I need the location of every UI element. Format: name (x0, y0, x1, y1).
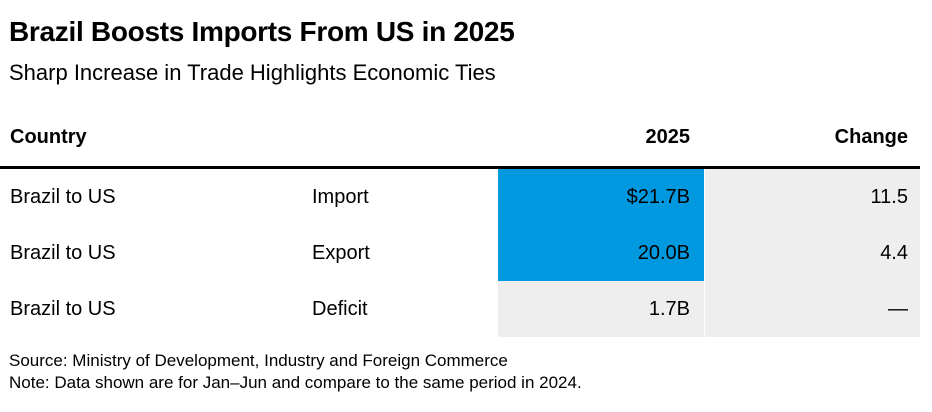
table-row-deficit: Brazil to US Deficit 1.7B — (0, 281, 932, 337)
row-country: Brazil to US (10, 242, 116, 264)
row-type: Export (312, 242, 370, 264)
column-header-country: Country (10, 126, 87, 148)
row-type: Import (312, 186, 369, 208)
header-rule (0, 166, 920, 169)
chart-title: Brazil Boosts Imports From US in 2025 (9, 16, 515, 47)
row-type: Deficit (312, 298, 368, 320)
table-row-export: Brazil to US Export 20.0B 4.4 (0, 225, 932, 281)
row-change: 4.4 (705, 225, 920, 281)
column-header-2025: 2025 (645, 126, 691, 148)
column-header-change: Change (834, 126, 908, 148)
row-value-bar: 1.7B (498, 281, 704, 337)
row-country: Brazil to US (10, 298, 116, 320)
row-value-bar: 20.0B (498, 225, 704, 281)
row-value-bar: $21.7B (498, 169, 704, 225)
table-row-import: Brazil to US Import $21.7B 11.5 (0, 169, 932, 225)
chart-subtitle: Sharp Increase in Trade Highlights Econo… (9, 60, 496, 85)
footnote: Note: Data shown are for Jan–Jun and com… (9, 373, 582, 392)
row-country: Brazil to US (10, 186, 116, 208)
source-note: Source: Ministry of Development, Industr… (9, 351, 508, 370)
row-change: 11.5 (705, 169, 920, 225)
row-change: — (705, 281, 920, 337)
